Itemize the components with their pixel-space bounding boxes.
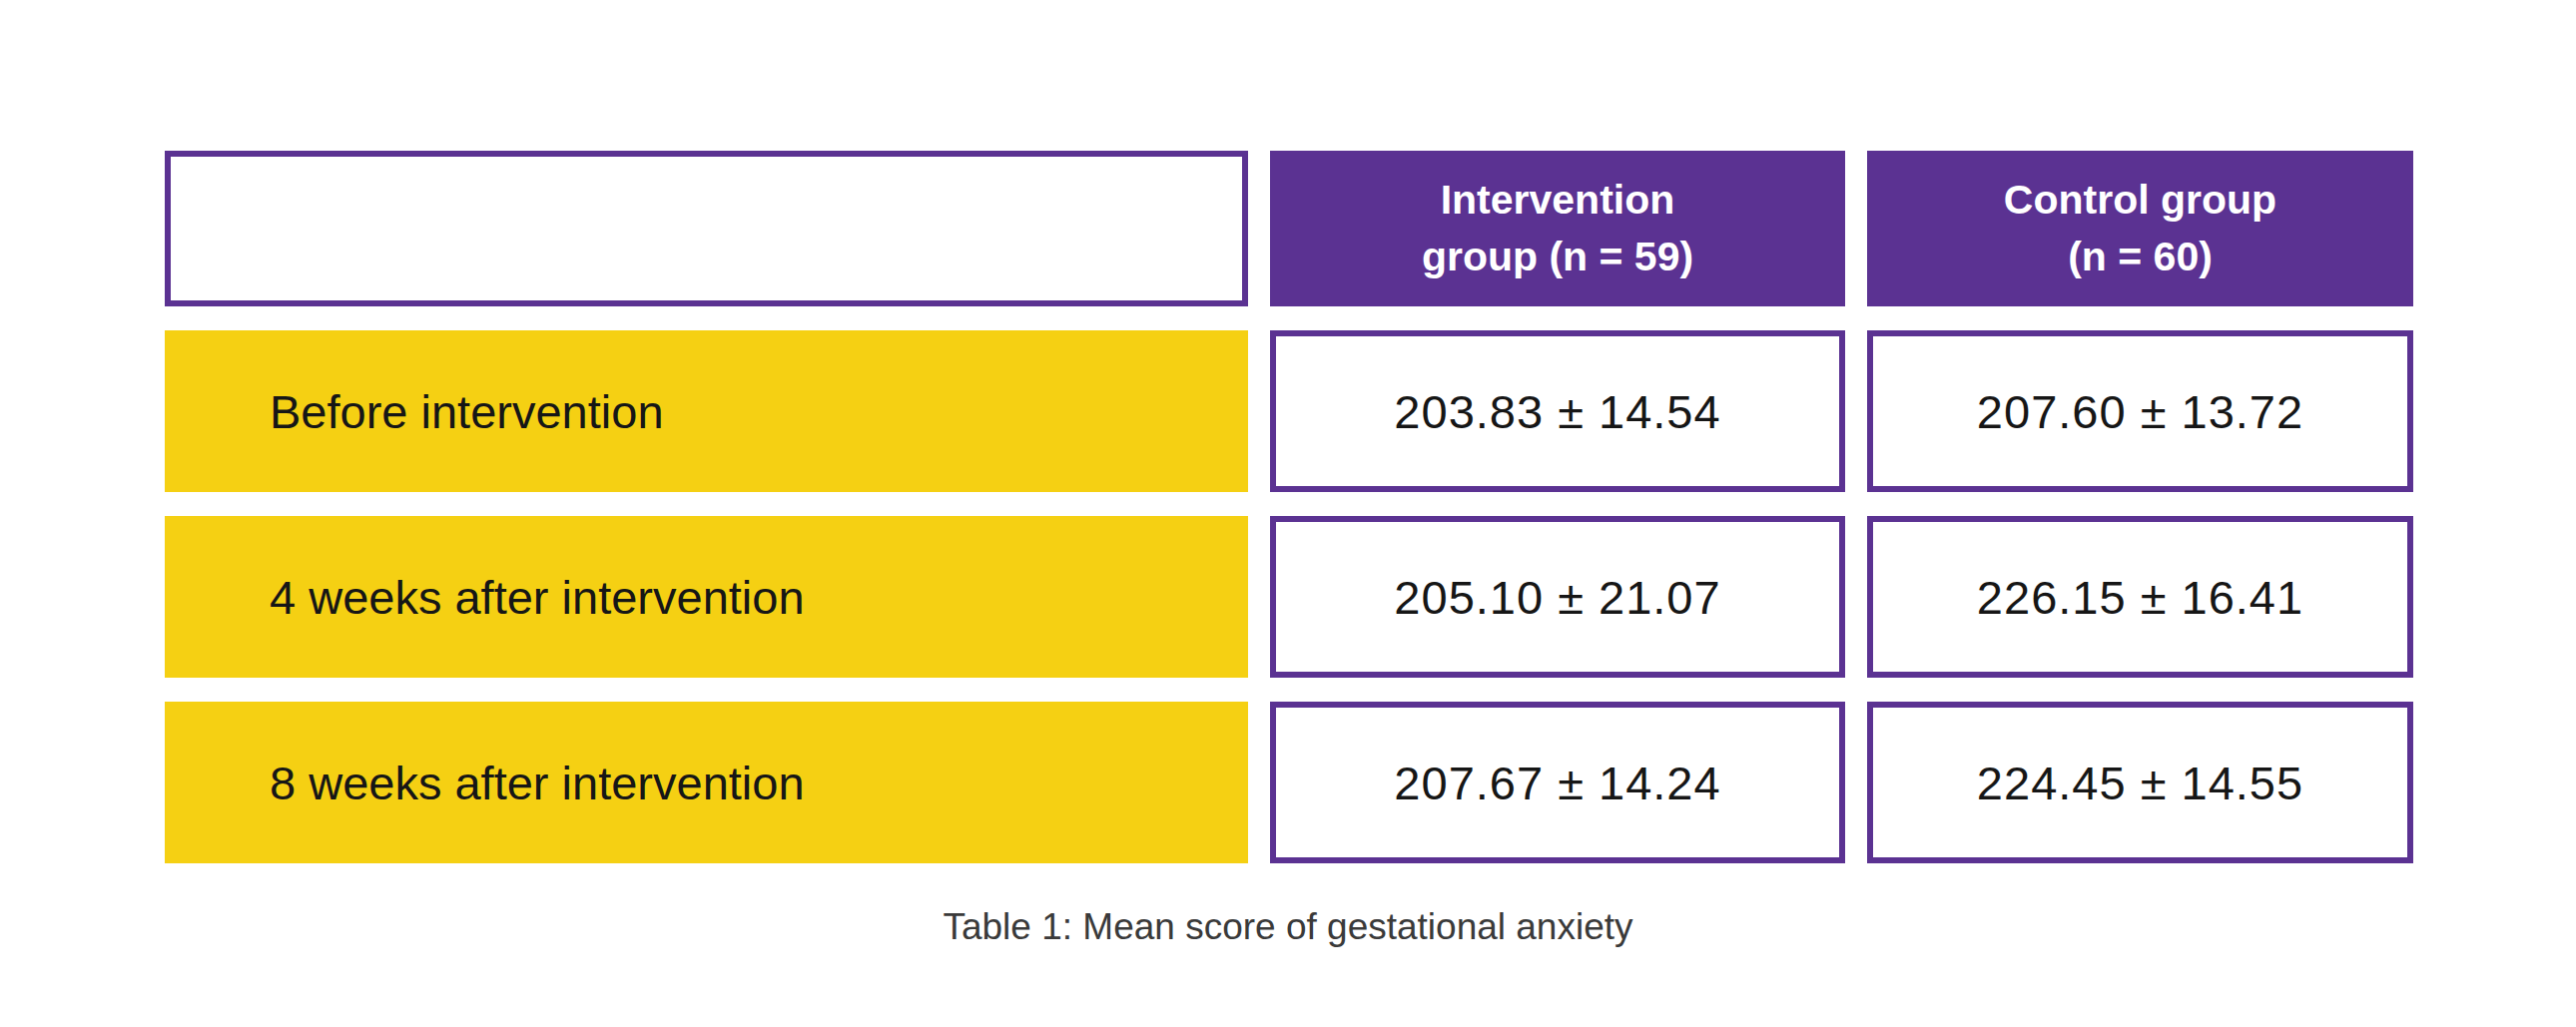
- col-header-control-line1: Control group: [2004, 172, 2276, 229]
- col-header-intervention-line2: group (n = 59): [1422, 229, 1693, 285]
- row-label-before-intervention: Before intervention: [165, 330, 1248, 492]
- cell-before-control-group: 207.60 ± 13.72: [1867, 330, 2413, 492]
- col-header-control-group: Control group (n = 60): [1867, 151, 2413, 306]
- col-header-intervention-line1: Intervention: [1441, 172, 1675, 229]
- figure-canvas: Intervention group (n = 59) Control grou…: [0, 0, 2576, 1027]
- table-caption: Table 1: Mean score of gestational anxie…: [0, 906, 2576, 948]
- cell-8-weeks-control-group: 224.45 ± 14.55: [1867, 702, 2413, 863]
- cell-before-intervention-group: 203.83 ± 14.54: [1270, 330, 1845, 492]
- row-label-4-weeks-after: 4 weeks after intervention: [165, 516, 1248, 678]
- gestational-anxiety-table: Intervention group (n = 59) Control grou…: [165, 151, 2413, 863]
- cell-4-weeks-intervention-group: 205.10 ± 21.07: [1270, 516, 1845, 678]
- corner-cell: [165, 151, 1248, 306]
- col-header-intervention-group: Intervention group (n = 59): [1270, 151, 1845, 306]
- row-label-8-weeks-after: 8 weeks after intervention: [165, 702, 1248, 863]
- cell-4-weeks-control-group: 226.15 ± 16.41: [1867, 516, 2413, 678]
- col-header-control-line2: (n = 60): [2068, 229, 2213, 285]
- cell-8-weeks-intervention-group: 207.67 ± 14.24: [1270, 702, 1845, 863]
